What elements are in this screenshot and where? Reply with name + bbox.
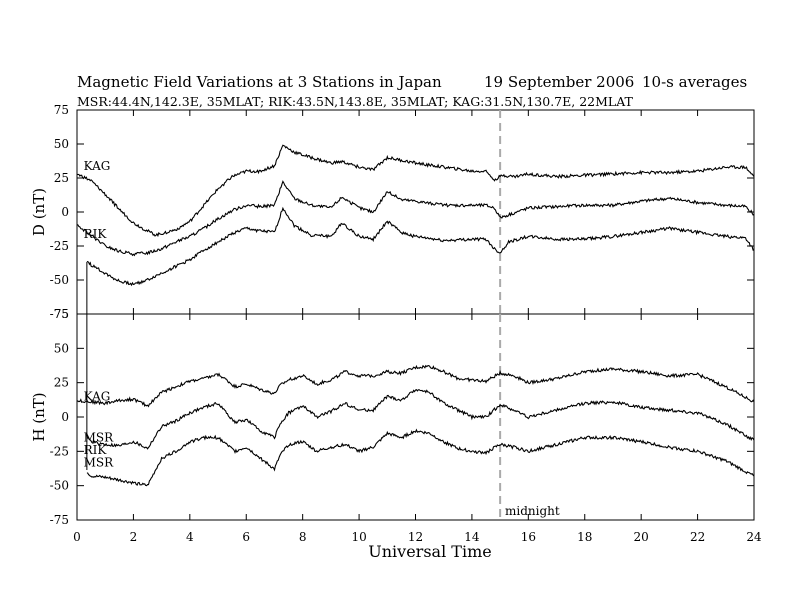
series-label-msr: MSR bbox=[84, 431, 115, 445]
chart-averaging: 10-s averages bbox=[642, 73, 747, 91]
y-tick-label: 0 bbox=[61, 410, 69, 424]
x-tick-label: 4 bbox=[186, 530, 194, 544]
x-tick-label: 6 bbox=[242, 530, 250, 544]
x-tick-label: 24 bbox=[746, 530, 762, 544]
series-label-kag: KAG bbox=[84, 159, 111, 173]
x-tick-label: 20 bbox=[634, 530, 649, 544]
chart-title: Magnetic Field Variations at 3 Stations … bbox=[77, 73, 442, 91]
x-tick-label: 8 bbox=[299, 530, 307, 544]
series-line-msr-top bbox=[86, 206, 755, 287]
series-line-msr-bottom bbox=[86, 428, 755, 487]
x-tick-label: 14 bbox=[464, 530, 480, 544]
y-axis-label-top: D (nT) bbox=[30, 188, 48, 236]
y-tick-label: -25 bbox=[50, 444, 69, 458]
y-tick-label: 75 bbox=[54, 103, 69, 117]
x-axis: 0 2 4 6 8 10 12 14 16 18 20 22 24 bbox=[73, 262, 762, 544]
series-line-rik-top bbox=[76, 180, 755, 257]
series-label-rik: RIK bbox=[84, 443, 108, 457]
x-tick-label: 2 bbox=[130, 530, 138, 544]
y-tick-label: -50 bbox=[50, 273, 69, 287]
chart-date: 19 September 2006 bbox=[484, 73, 634, 91]
y-axis-label-bottom: H (nT) bbox=[30, 392, 48, 441]
x-tick-label: 0 bbox=[73, 530, 81, 544]
station-coordinates: MSR:44.4N,142.3E, 35MLAT; RIK:43.5N,143.… bbox=[77, 94, 634, 109]
plot-frame-bottom bbox=[76, 313, 755, 521]
x-axis-label: Universal Time bbox=[368, 542, 491, 561]
series-line-kag-top bbox=[76, 144, 755, 238]
y-tick-label: 25 bbox=[54, 171, 69, 185]
series-line-rik-bottom bbox=[85, 389, 755, 450]
x-tick-label: 22 bbox=[690, 530, 705, 544]
x-tick-label: 10 bbox=[351, 530, 366, 544]
y-tick-label: 0 bbox=[61, 205, 69, 219]
series-label-msr: MSR bbox=[84, 455, 115, 469]
panel-d-component: -75 -50 -25 0 25 50 75 D (nT) KAG RIK bbox=[30, 103, 755, 321]
y-tick-label: 25 bbox=[54, 376, 69, 390]
plot-frame-top bbox=[76, 109, 755, 315]
y-tick-label: -75 bbox=[50, 513, 69, 527]
series-label-rik: RIK bbox=[84, 227, 108, 241]
series-line-kag-bottom bbox=[76, 364, 755, 408]
x-tick-label: 12 bbox=[408, 530, 423, 544]
y-tick-label: 75 bbox=[54, 307, 69, 321]
y-tick-label: -75 bbox=[50, 307, 69, 321]
midnight-label: midnight bbox=[505, 504, 560, 518]
y-tick-label: 50 bbox=[54, 341, 69, 355]
series-label-kag: KAG bbox=[84, 389, 111, 403]
y-tick-label: -25 bbox=[50, 239, 69, 253]
y-tick-label: -50 bbox=[50, 479, 69, 493]
x-tick-label: 16 bbox=[521, 530, 536, 544]
x-tick-label: 18 bbox=[577, 530, 592, 544]
y-tick-label: 50 bbox=[54, 137, 69, 151]
